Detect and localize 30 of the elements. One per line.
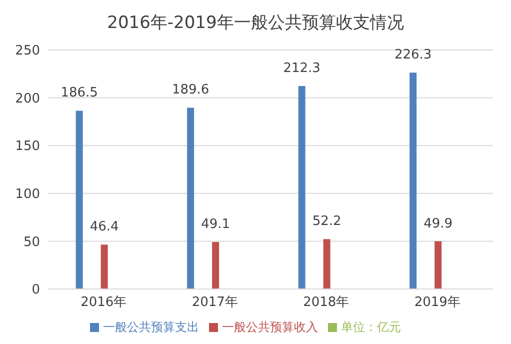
data-label: 189.6 [172, 82, 210, 98]
data-label: 186.5 [60, 86, 98, 101]
y-tick-label: 100 [15, 187, 40, 202]
legend-label: 单位：亿元 [341, 320, 401, 334]
y-tick-label: 0 [32, 282, 40, 298]
y-tick-label: 150 [15, 139, 40, 154]
legend-label: 一般公共预算收入 [222, 320, 318, 334]
bar [100, 244, 108, 289]
y-tick-label: 200 [15, 91, 40, 106]
data-label: 49.9 [424, 216, 453, 232]
chart-title: 2016年-2019年一般公共预算收支情况 [106, 12, 405, 35]
y-tick-label: 50 [23, 234, 40, 250]
data-label: 46.4 [90, 220, 119, 235]
bar [298, 86, 306, 289]
x-tick-label: 2019年 [414, 295, 460, 310]
bar [212, 242, 220, 289]
data-label: 226.3 [394, 48, 432, 63]
data-label: 49.1 [201, 217, 230, 232]
x-tick-label: 2018年 [303, 295, 350, 310]
data-label: 52.2 [312, 214, 342, 230]
x-tick-label: 2016年 [80, 295, 127, 310]
y-tick-label: 250 [15, 44, 40, 59]
bar [187, 108, 194, 289]
legend-label: 一般公共预算支出 [103, 320, 199, 334]
bar [76, 110, 83, 289]
bar [410, 72, 417, 289]
data-label: 212.3 [283, 61, 320, 76]
bar [323, 239, 330, 289]
x-tick-label: 2017年 [192, 295, 238, 310]
bar [434, 241, 442, 289]
